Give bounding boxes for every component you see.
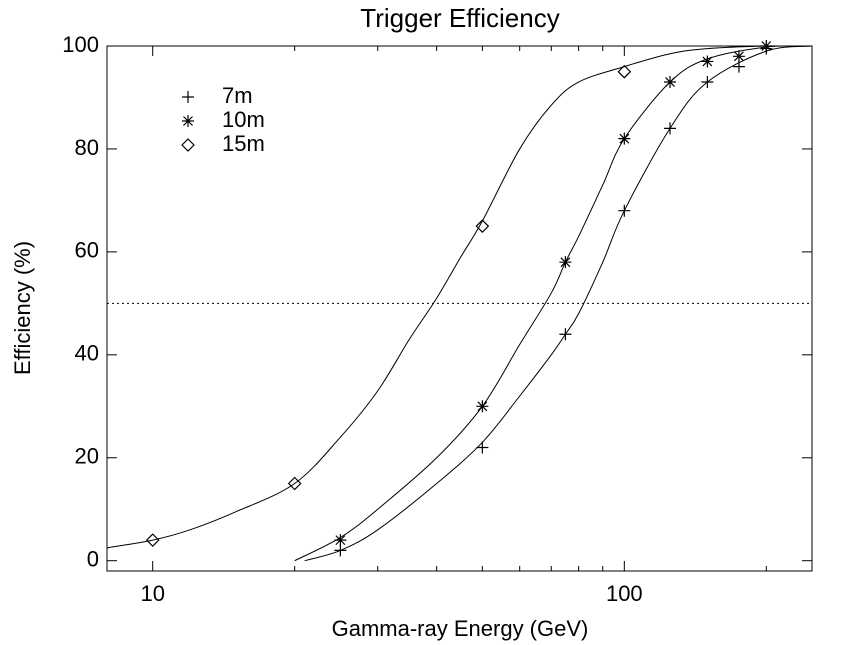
legend-marker <box>182 91 194 103</box>
x-tick-label: 100 <box>606 581 643 606</box>
marker <box>287 476 302 491</box>
marker <box>145 533 160 547</box>
legend-label: 15m <box>222 131 265 156</box>
y-axis-label: Efficiency (%) <box>10 241 35 375</box>
fit-curve <box>107 46 812 549</box>
y-tick-label: 80 <box>75 135 99 160</box>
marker <box>559 256 572 269</box>
legend-marker <box>182 115 194 127</box>
marker <box>664 122 677 135</box>
y-tick-label: 100 <box>62 32 99 57</box>
marker <box>618 204 631 217</box>
marker <box>476 441 489 454</box>
plot-frame <box>106 45 813 572</box>
marker <box>618 132 631 145</box>
y-tick-label: 20 <box>75 444 99 469</box>
y-tick-label: 60 <box>75 238 99 263</box>
marker <box>664 76 677 89</box>
marker <box>617 64 632 79</box>
legend-marker <box>181 138 195 152</box>
legend-label: 7m <box>222 83 253 108</box>
marker <box>760 40 773 52</box>
marker <box>334 534 347 547</box>
chart-title: Trigger Efficiency <box>360 3 559 33</box>
marker <box>475 219 490 233</box>
marker <box>334 544 347 557</box>
legend-label: 10m <box>222 107 265 132</box>
marker <box>476 400 489 413</box>
x-axis-label: Gamma-ray Energy (GeV) <box>332 616 589 641</box>
marker <box>732 50 745 63</box>
marker <box>559 328 572 341</box>
marker <box>732 60 745 73</box>
y-tick-label: 40 <box>75 341 99 366</box>
marker <box>701 76 714 89</box>
x-tick-label: 10 <box>140 581 164 606</box>
y-tick-label: 0 <box>87 547 99 572</box>
marker <box>701 55 714 68</box>
